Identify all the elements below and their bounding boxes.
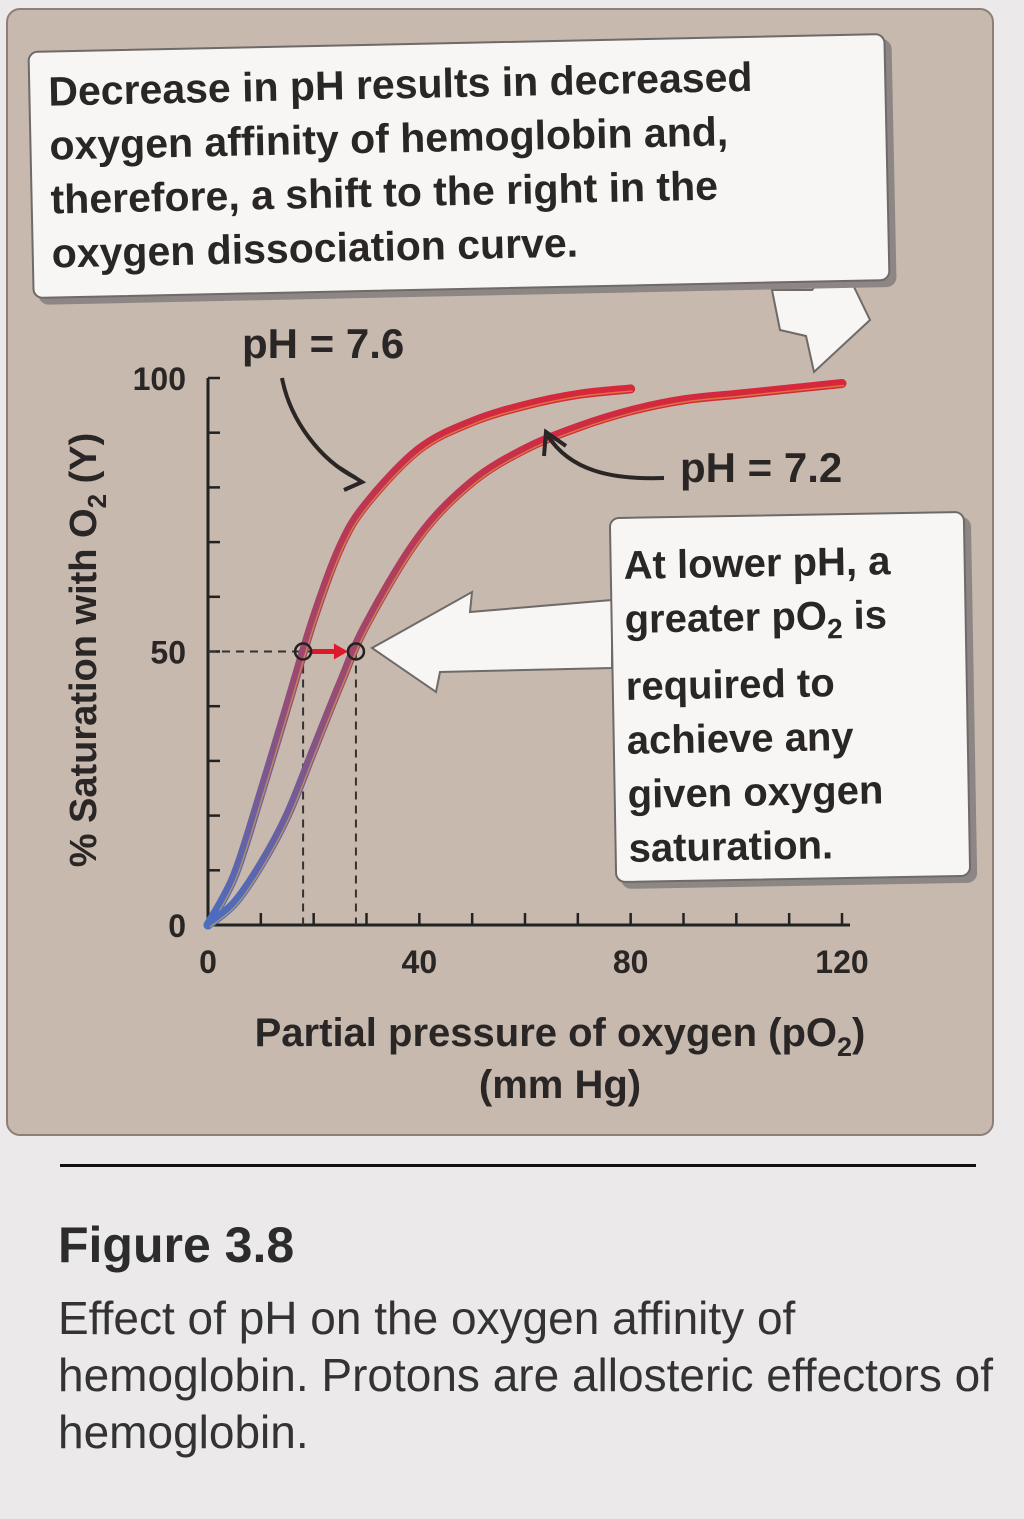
figure-label: Figure 3.8 (58, 1217, 295, 1273)
x-tick-label: 0 (199, 944, 217, 980)
series-line-ph72 (203, 378, 847, 930)
p50-point (346, 642, 366, 661)
label-pointer-ph72 (542, 428, 665, 481)
curves (203, 378, 847, 930)
y-tick-label: 50 (150, 635, 186, 671)
series-highlight-ph72 (209, 384, 845, 928)
p50-point (293, 642, 313, 661)
caption-rule (60, 1164, 976, 1167)
x-tick-label: 80 (613, 944, 649, 980)
x-tick-label: 40 (402, 944, 438, 980)
axes: 0 50 100 0 40 80 120 (133, 361, 869, 980)
right-callout: At lower pH, a greater pO2 is required t… (608, 510, 972, 884)
series-label-ph72: pH = 7.2 (680, 444, 842, 491)
p50-markers (293, 642, 366, 661)
callout-arrow-top (770, 256, 872, 374)
figure-caption: Effect of pH on the oxygen affinity of h… (58, 1292, 993, 1458)
series-label-ph76: pH = 7.6 (242, 320, 404, 367)
y-axis-title: % Saturation with O2 (Y) (63, 433, 112, 868)
y-tick-label: 100 (133, 361, 186, 397)
series-line-ph76 (203, 384, 636, 930)
shift-arrowhead (333, 643, 348, 660)
label-pointer-ph76 (280, 377, 367, 492)
y-tick-label: 0 (168, 908, 186, 944)
series-highlight-ph76 (209, 390, 633, 928)
x-axis-units: (mm Hg) (479, 1063, 641, 1107)
p50-guides (208, 650, 357, 925)
callout-arrow-right (370, 590, 613, 694)
x-axis-title: Partial pressure of oxygen (pO2) (255, 1011, 866, 1062)
top-callout: Decrease in pH results in decreased oxyg… (27, 33, 891, 299)
x-tick-label: 120 (815, 944, 868, 980)
